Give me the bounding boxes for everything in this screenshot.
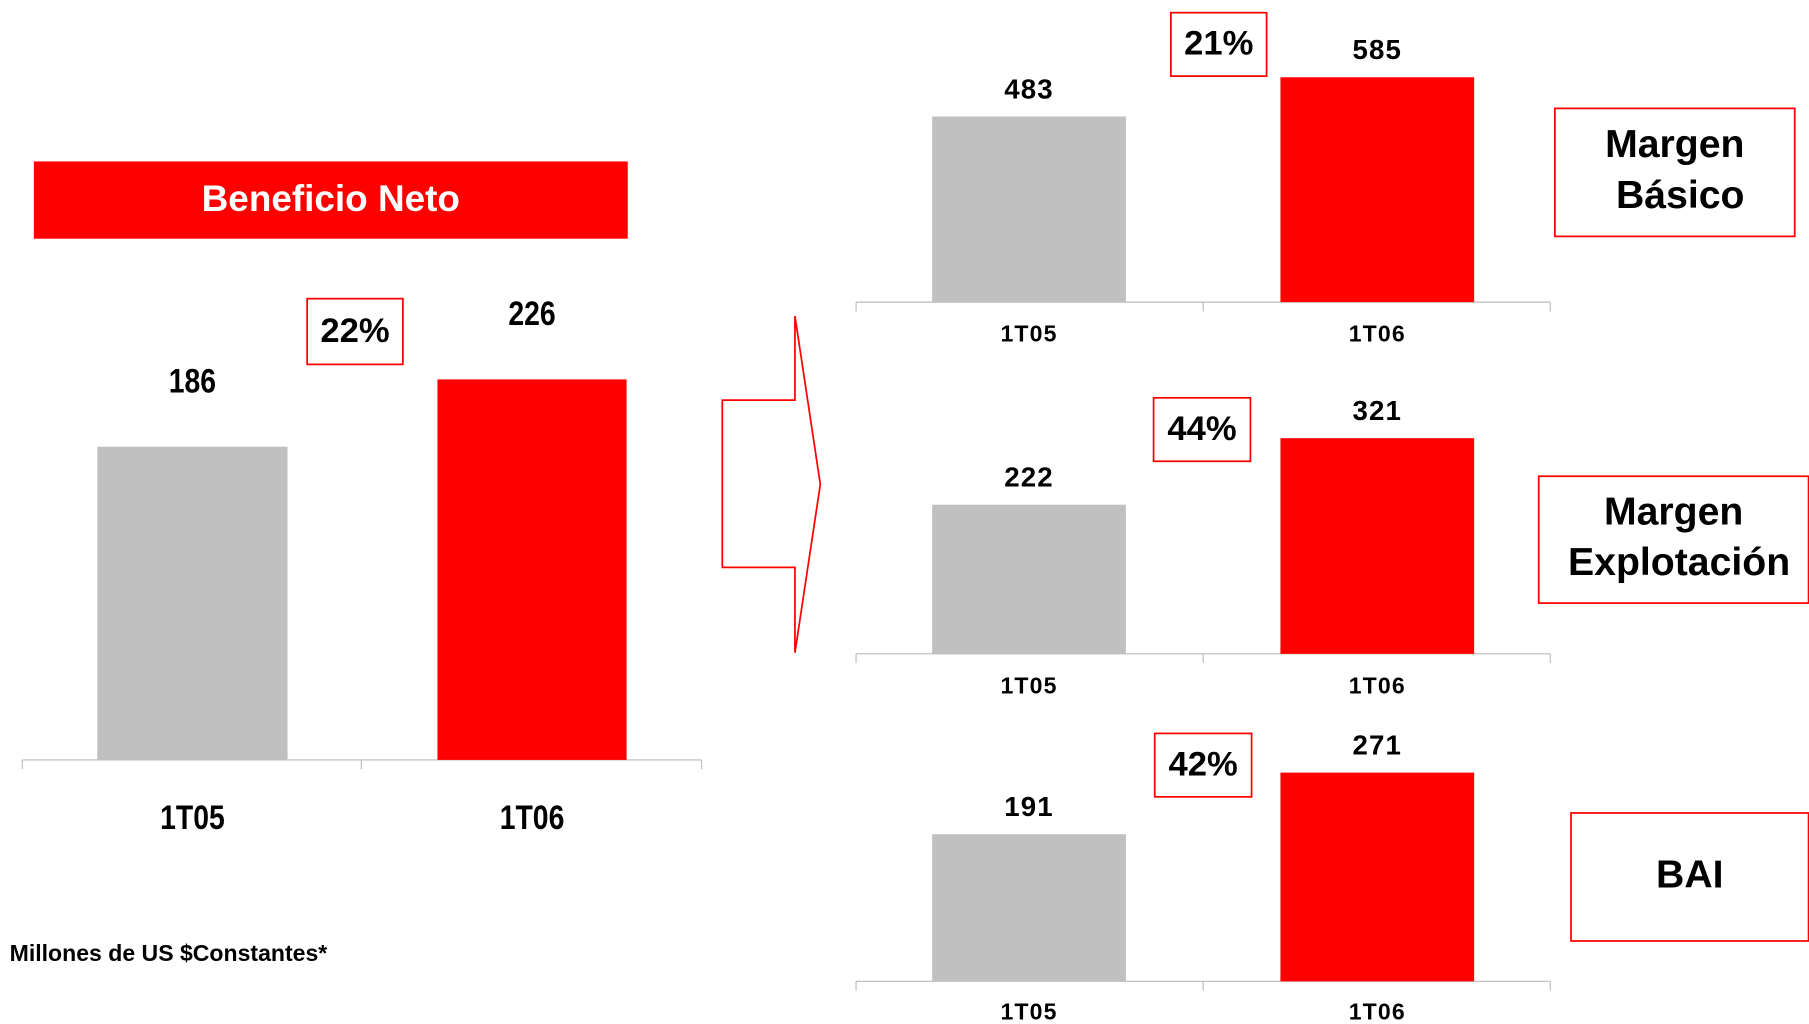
- x-tick-label: 1T06: [1349, 999, 1406, 1024]
- title-box: [1554, 107, 1796, 238]
- change-label: 22%: [320, 312, 389, 350]
- value-label: 226: [508, 293, 555, 332]
- x-tick-label: 1T06: [500, 797, 565, 836]
- change-box: [1170, 11, 1268, 77]
- bar: [437, 379, 627, 760]
- value-label: 483: [1004, 73, 1054, 104]
- x-tick-label: 1T05: [160, 797, 225, 836]
- bar: [1280, 77, 1475, 303]
- bar: [1280, 772, 1475, 982]
- value-label: 186: [169, 361, 216, 400]
- chart-title: BAI: [1656, 853, 1724, 896]
- x-tick-label: 1T06: [1349, 321, 1406, 347]
- value-label: 191: [1004, 791, 1054, 822]
- x-tick-label: 1T05: [1000, 999, 1057, 1024]
- bar: [97, 446, 288, 760]
- bar: [932, 504, 1126, 654]
- change-box: [1152, 396, 1252, 463]
- change-label: 42%: [1169, 745, 1238, 783]
- x-tick-label: 1T05: [1000, 321, 1057, 347]
- value-label: 222: [1004, 462, 1054, 493]
- value-label: 271: [1352, 730, 1402, 761]
- chart-title: Beneficio Neto: [202, 178, 460, 219]
- value-label: 321: [1352, 395, 1402, 426]
- footnote: Millones de US $Constantes*: [10, 940, 328, 966]
- title-banner: [33, 161, 628, 239]
- chart-title: Margen Explotación: [1557, 491, 1790, 585]
- change-label: 21%: [1184, 25, 1253, 63]
- value-label: 585: [1352, 34, 1402, 65]
- arrow: [721, 315, 822, 653]
- change-box: [1153, 732, 1253, 798]
- change-box: [306, 297, 404, 366]
- bar: [932, 834, 1126, 982]
- bar: [1280, 438, 1475, 654]
- change-label: 44%: [1167, 410, 1236, 448]
- chart-title: Margen Básico: [1605, 123, 1744, 217]
- x-tick-label: 1T05: [1000, 672, 1057, 698]
- title-box: [1570, 812, 1809, 942]
- x-tick-label: 1T06: [1349, 672, 1406, 698]
- bar: [932, 116, 1126, 303]
